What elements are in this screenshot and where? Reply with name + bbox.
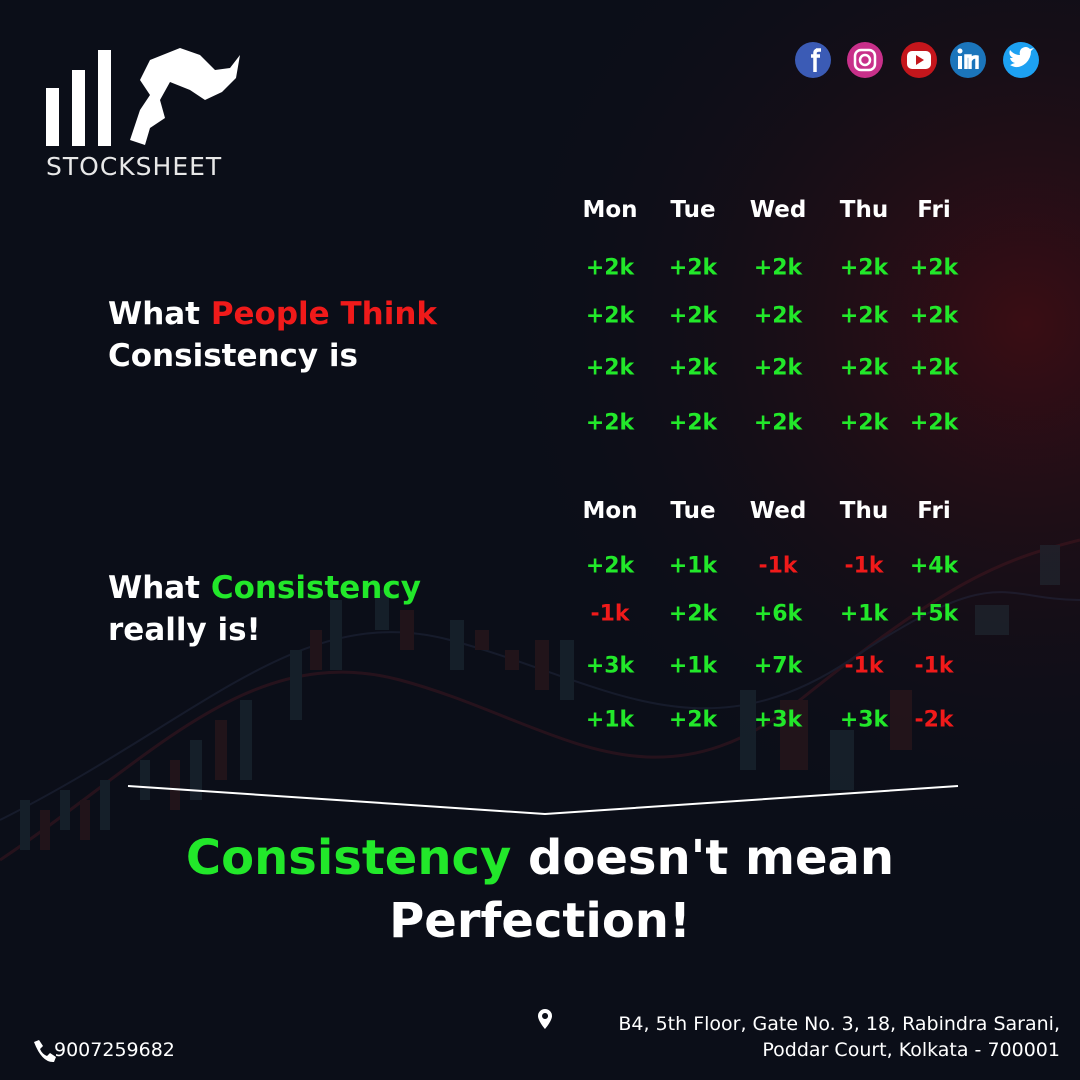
pnl-cell: -1k xyxy=(844,553,884,579)
pnl-cell: +1k xyxy=(585,707,635,733)
pnl-cell: +2k xyxy=(585,303,635,329)
pnl-cell: +1k xyxy=(668,653,718,679)
pnl-cell: +2k xyxy=(668,303,718,329)
day-header: Fri xyxy=(917,197,951,223)
instagram-icon[interactable] xyxy=(847,42,883,78)
day-header: Mon xyxy=(582,498,638,524)
pnl-cell: -1k xyxy=(844,653,884,679)
divider xyxy=(127,785,959,816)
pnl-cell: +5k xyxy=(909,601,959,627)
pnl-cell: +2k xyxy=(839,410,889,436)
day-header: Wed xyxy=(749,498,807,524)
facebook-icon[interactable] xyxy=(795,42,831,78)
tagline-line1: Consistency doesn't mean xyxy=(0,830,1080,886)
pnl-cell: +3k xyxy=(839,707,889,733)
tagline-highlight: Consistency xyxy=(185,830,512,886)
pnl-cell: +2k xyxy=(668,707,718,733)
pnl-cell: +2k xyxy=(585,553,635,579)
pnl-cell: +2k xyxy=(753,355,803,381)
headline-line2: Consistency is xyxy=(108,338,359,374)
pnl-cell: +3k xyxy=(753,707,803,733)
phone-number: 9007259682 xyxy=(54,1039,175,1061)
day-header: Thu xyxy=(839,498,889,524)
pnl-cell: -1k xyxy=(590,601,630,627)
day-header: Wed xyxy=(749,197,807,223)
pnl-cell: +2k xyxy=(668,255,718,281)
pnl-cell: -2k xyxy=(914,707,954,733)
social-icons[interactable] xyxy=(795,42,1039,78)
pnl-cell: +2k xyxy=(839,355,889,381)
headline-highlight: People Think xyxy=(210,296,438,332)
brand-name: STOCKSHEET xyxy=(46,152,223,181)
pnl-cell: +4k xyxy=(909,553,959,579)
logo xyxy=(46,48,240,146)
headline-line2: really is! xyxy=(108,612,261,648)
pnl-cell: +2k xyxy=(668,601,718,627)
tagline-text: doesn't mean xyxy=(527,830,895,886)
headline-text: What xyxy=(108,570,201,606)
pnl-cell: +2k xyxy=(753,255,803,281)
pnl-cell: +2k xyxy=(909,410,959,436)
day-header: Tue xyxy=(670,197,716,223)
day-header: Mon xyxy=(582,197,638,223)
day-header: Fri xyxy=(917,498,951,524)
pnl-cell: +1k xyxy=(839,601,889,627)
candles xyxy=(0,538,1080,862)
address-line: Poddar Court, Kolkata - 700001 xyxy=(762,1039,1060,1061)
address-line: B4, 5th Floor, Gate No. 3, 18, Rabindra … xyxy=(618,1013,1060,1035)
pnl-cell: +7k xyxy=(753,653,803,679)
linkedin-icon[interactable] xyxy=(950,42,986,78)
pnl-cell: +1k xyxy=(668,553,718,579)
day-header: Thu xyxy=(839,197,889,223)
pnl-cell: -1k xyxy=(914,653,954,679)
location-icon xyxy=(538,1009,552,1029)
headline-line1: What People Think xyxy=(108,293,437,335)
pnl-cell: +2k xyxy=(585,410,635,436)
pnl-cell: +2k xyxy=(839,303,889,329)
tagline-line2: Perfection! xyxy=(389,893,691,949)
headline-line1: What Consistency xyxy=(108,567,421,609)
pnl-cell: +6k xyxy=(753,601,803,627)
pnl-cell: +2k xyxy=(668,410,718,436)
day-header: Tue xyxy=(670,498,716,524)
pnl-cell: +2k xyxy=(585,355,635,381)
pnl-cell: +2k xyxy=(909,355,959,381)
pnl-cell: +2k xyxy=(753,303,803,329)
headline-highlight: Consistency xyxy=(210,570,421,606)
pnl-cell: +3k xyxy=(585,653,635,679)
pnl-cell: +2k xyxy=(839,255,889,281)
pnl-cell: -1k xyxy=(758,553,798,579)
pnl-cell: +2k xyxy=(909,255,959,281)
pnl-cell: +2k xyxy=(909,303,959,329)
pnl-cell: +2k xyxy=(753,410,803,436)
phone-icon xyxy=(34,1040,56,1063)
pnl-cell: +2k xyxy=(668,355,718,381)
headline-text: What xyxy=(108,296,201,332)
pnl-cell: +2k xyxy=(585,255,635,281)
